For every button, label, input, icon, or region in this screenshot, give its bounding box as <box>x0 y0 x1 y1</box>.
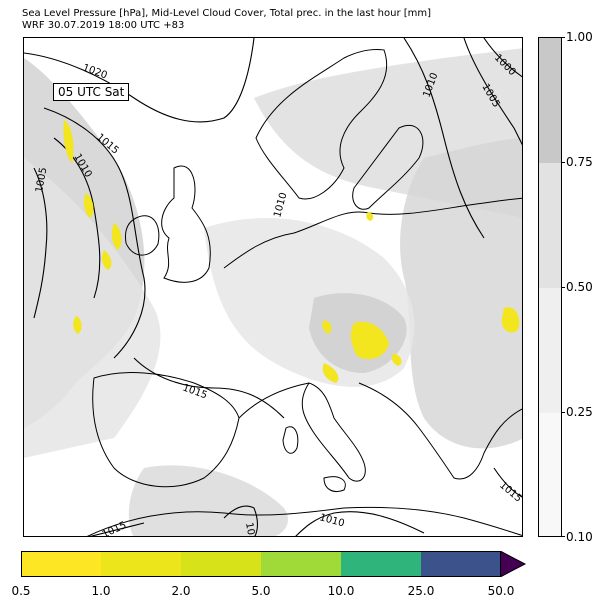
precip-band <box>181 551 261 577</box>
coast-sicily <box>323 476 346 492</box>
precip-tick-label: 10.0 <box>327 584 355 598</box>
precip-patch-adriatic <box>322 363 339 383</box>
isobar-1010-sahara <box>223 505 258 536</box>
isobar-1015-west <box>43 107 146 359</box>
precip-patch-west-4 <box>101 250 112 270</box>
chart-title-line2: WRF 30.07.2019 18:00 UTC +83 <box>22 20 185 31</box>
isobar-label: 1015 <box>181 382 209 401</box>
precip-patch-balkan <box>391 353 402 366</box>
precip-band <box>21 551 101 577</box>
coast-scandinavia <box>255 49 388 200</box>
coast-iberia <box>92 372 240 488</box>
cloud-tick-label: 0.10 <box>566 530 593 544</box>
precip-tick-label: 2.0 <box>171 584 191 598</box>
precip-band <box>101 551 181 577</box>
precip-layer <box>63 120 520 383</box>
isobar-label: 1020 <box>81 62 109 81</box>
precip-tick-label: 1.0 <box>91 584 111 598</box>
coast-north-africa <box>87 506 522 536</box>
cloud-tick-mark <box>561 162 565 163</box>
chart-title-line1: Sea Level Pressure [hPa], Mid-Level Clou… <box>22 8 432 19</box>
isobar-1020 <box>24 38 255 123</box>
precip-patch-east <box>501 307 520 333</box>
precip-patch-west-3 <box>111 223 122 250</box>
precip-patch-alps-2 <box>322 320 332 334</box>
precip-colorbar-frame <box>21 551 501 577</box>
isobar-1005-ne <box>463 38 522 146</box>
precip-arrow-frame <box>500 551 527 577</box>
isobar-1000-ne <box>483 38 522 78</box>
cloud-band <box>539 38 561 163</box>
cloud-tick-label: 1.00 <box>566 30 593 44</box>
isobar-label: 1010 <box>318 512 345 529</box>
coast-balkans <box>358 382 522 480</box>
isobar-1005-west <box>33 167 48 319</box>
isobar-1015-central <box>133 357 285 419</box>
coast-ireland <box>125 215 160 256</box>
isobar-label: 1015 <box>101 520 129 537</box>
coast-baltic <box>352 124 424 210</box>
isobar-1010-ne <box>403 38 485 239</box>
isobar-label: 1010 <box>243 522 258 537</box>
precip-tick-label: 50.0 <box>487 584 515 598</box>
cloud-tick-mark <box>561 536 565 537</box>
cloud-band <box>539 288 561 413</box>
precip-colorbar <box>21 551 527 577</box>
cloud-cover-colorbar <box>538 37 562 537</box>
cloud-patch-west-light <box>24 158 161 458</box>
cloud-tick-label: 0.50 <box>566 280 593 294</box>
coastline-layer <box>87 49 522 536</box>
cloud-cover-layer <box>24 48 522 536</box>
isobar-1015-sw <box>89 522 145 536</box>
cloud-patch-east <box>400 138 522 449</box>
precip-band <box>261 551 341 577</box>
cloud-tick-mark <box>561 412 565 413</box>
precip-tick-label: 25.0 <box>407 584 435 598</box>
isobar-label: 1010 <box>272 191 289 218</box>
isobar-label: 1005 <box>34 167 49 194</box>
isobar-1010-south <box>295 511 425 536</box>
precip-patch-ne <box>366 212 374 221</box>
cloud-tick-label: 0.25 <box>566 405 593 419</box>
precip-patch-west-5 <box>73 316 82 334</box>
cloud-patch-south <box>128 465 288 536</box>
precip-tick-label: 5.0 <box>251 584 271 598</box>
weather-map: 1020 1015 1010 1005 1000 1005 1010 1015 … <box>23 37 523 537</box>
coast-france-med <box>238 382 310 419</box>
cloud-band <box>539 163 561 288</box>
coast-sardinia <box>282 426 299 454</box>
cloud-tick-label: 0.75 <box>566 155 593 169</box>
precip-tick-label: 0.5 <box>11 584 31 598</box>
coast-italy <box>301 382 366 482</box>
cloud-band <box>539 413 561 536</box>
time-label: 05 UTC Sat <box>53 83 130 101</box>
isobar-1005-se <box>493 467 522 498</box>
precip-patch-alps <box>350 321 389 360</box>
precip-patch-west-1 <box>63 120 74 163</box>
coast-britain <box>161 165 211 283</box>
cloud-tick-mark <box>561 37 565 38</box>
precip-patch-west-2 <box>83 193 94 218</box>
map-canvas: 1020 1015 1010 1005 1000 1005 1010 1015 … <box>24 38 522 537</box>
precip-band <box>341 551 421 577</box>
precip-band <box>421 551 501 577</box>
precip-extend-arrow <box>501 551 525 577</box>
cloud-tick-mark <box>561 287 565 288</box>
